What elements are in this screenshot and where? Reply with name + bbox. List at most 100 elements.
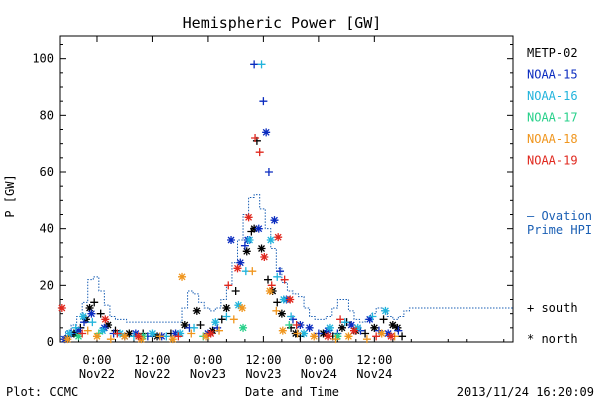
data-point-north — [134, 332, 143, 341]
data-point-north — [202, 332, 211, 341]
data-point-south — [83, 326, 92, 335]
data-point-north — [286, 295, 295, 304]
data-point-south — [187, 329, 196, 338]
data-point-north — [79, 312, 88, 321]
data-point-north — [381, 306, 390, 315]
data-point-north — [277, 309, 286, 318]
data-point-north — [227, 236, 236, 244]
data-point-north — [234, 301, 243, 310]
data-point-north — [365, 315, 374, 324]
legend: METP-02 NOAA-15 NOAA-16 NOAA-17 NOAA-18 NOAA-… — [527, 46, 592, 346]
data-point-south — [272, 306, 281, 315]
data-point-south — [80, 318, 89, 327]
data-point-south — [215, 326, 224, 335]
data-point-north — [101, 315, 110, 324]
data-point-north — [148, 329, 157, 338]
x-axis-label: Date and Time — [245, 385, 339, 399]
data-point-north — [236, 258, 245, 267]
data-point-north — [178, 272, 187, 281]
data-point-north — [208, 326, 217, 335]
data-point-north — [239, 323, 248, 332]
data-point-north — [176, 329, 185, 338]
data-point-south — [264, 168, 273, 176]
data-point-north — [57, 304, 66, 312]
data-point-south — [259, 97, 268, 106]
data-point-north — [260, 253, 269, 261]
data-point-south — [372, 332, 381, 341]
legend-ovation-label: — Ovation — [527, 209, 592, 223]
data-point-north — [74, 332, 83, 341]
data-point-north — [353, 323, 362, 332]
data-point-south — [287, 312, 296, 321]
data-point-south — [276, 267, 285, 276]
data-point-north — [171, 329, 180, 338]
x-tick-label-time: 12:00 — [245, 353, 281, 367]
data-point-north — [274, 233, 283, 242]
legend-south-marker: + south — [527, 301, 578, 315]
data-point-north — [324, 326, 333, 335]
data-point-north — [266, 236, 275, 244]
data-point-north — [120, 332, 129, 341]
data-point-north — [98, 326, 107, 335]
data-point-north — [233, 264, 242, 273]
data-point-south — [71, 323, 80, 332]
data-point-south — [362, 335, 371, 344]
data-point-north — [65, 329, 74, 338]
data-point-north — [344, 332, 353, 341]
data-point-south — [250, 60, 259, 69]
data-point-north — [254, 224, 263, 233]
data-point-north — [278, 326, 287, 335]
y-tick-label: 60 — [40, 165, 54, 179]
data-point-north — [63, 335, 72, 344]
plot-frame — [59, 35, 514, 343]
x-tick-label-date: Nov24 — [301, 367, 337, 381]
data-point-north — [305, 323, 314, 332]
data-point-north — [245, 236, 254, 244]
data-point-north — [211, 318, 220, 327]
data-point-north — [92, 332, 101, 341]
data-point-north — [347, 321, 356, 329]
y-tick-label: 100 — [32, 52, 54, 66]
data-point-north — [104, 321, 113, 329]
data-point-south — [267, 281, 276, 290]
data-point-north — [168, 335, 177, 344]
data-point-south — [90, 298, 99, 307]
data-point-north — [349, 326, 358, 335]
chart-title: Hemispheric Power [GW] — [183, 14, 382, 32]
data-point-south — [331, 335, 340, 344]
data-point-south — [280, 275, 289, 284]
y-tick-label: 0 — [47, 335, 54, 349]
legend-ovation-label-2: Prime HPI — [527, 223, 592, 237]
data-point-south — [155, 332, 164, 341]
x-tick-label-time: 0:00 — [83, 353, 112, 367]
data-point-north — [125, 329, 134, 338]
data-point-north — [300, 329, 309, 338]
data-point-south — [340, 318, 349, 327]
data-point-north — [87, 309, 96, 318]
data-point-north — [325, 323, 334, 332]
data-point-south — [222, 312, 231, 321]
data-point-north — [270, 216, 279, 225]
data-point-south — [394, 326, 403, 335]
data-point-south — [251, 134, 260, 142]
plot-source-label: Plot: CCMC — [6, 385, 78, 399]
data-point-south — [224, 281, 233, 290]
data-point-north — [337, 323, 346, 332]
data-point-north — [324, 332, 333, 341]
data-point-north — [333, 332, 342, 341]
data-point-north — [377, 329, 386, 338]
data-point-north — [222, 304, 231, 312]
x-tick-label-time: 0:00 — [304, 353, 333, 367]
legend-item-metp-02: METP-02 — [527, 46, 578, 60]
data-point-south — [336, 315, 345, 324]
x-tick-label-date: Nov22 — [134, 367, 170, 381]
data-point-north — [393, 323, 402, 332]
data-point-north — [100, 323, 109, 332]
data-point-north — [206, 329, 215, 338]
data-point-north — [192, 306, 201, 315]
data-point-south — [292, 321, 301, 329]
data-point-north — [262, 128, 271, 137]
data-point-north — [310, 332, 319, 341]
data-point-north — [180, 321, 189, 329]
data-point-north — [257, 244, 266, 253]
